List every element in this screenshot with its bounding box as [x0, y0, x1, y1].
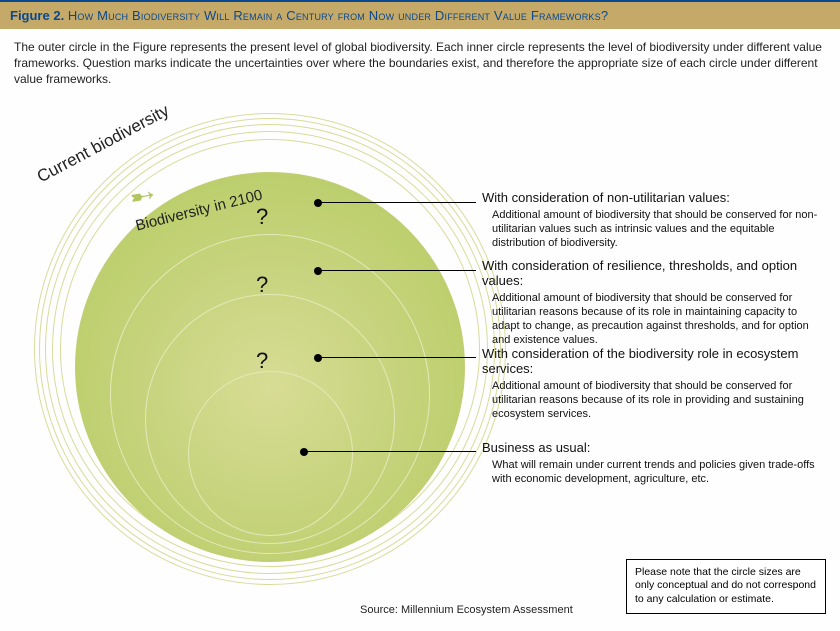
source-text: Source: Millennium Ecosystem Assessment — [360, 604, 573, 616]
question-mark: ? — [256, 348, 268, 374]
leader-line — [318, 270, 476, 271]
annotation-body: What will remain under current trends an… — [482, 458, 827, 487]
leader-dot — [314, 199, 322, 207]
diagram-area: Current biodiversity ➸ Biodiversity in 2… — [0, 94, 840, 624]
question-mark: ? — [256, 272, 268, 298]
annotation-heading: With consideration of the biodiversity r… — [482, 346, 827, 376]
note-box: Please note that the circle sizes are on… — [626, 559, 826, 614]
annotation-body: Additional amount of biodiversity that s… — [482, 208, 827, 251]
leader-dot — [300, 448, 308, 456]
leader-line — [318, 202, 476, 203]
leader-dot — [314, 267, 322, 275]
annotation-body: Additional amount of biodiversity that s… — [482, 291, 827, 348]
annotation: With consideration of non-utilitarian va… — [482, 190, 827, 251]
annotation-heading: Business as usual: — [482, 440, 827, 455]
annotation-heading: With consideration of non-utilitarian va… — [482, 190, 827, 205]
annotation: With consideration of resilience, thresh… — [482, 258, 827, 348]
annotation-body: Additional amount of biodiversity that s… — [482, 379, 827, 422]
question-mark: ? — [256, 204, 268, 230]
figure-title: How Much Biodiversity Will Remain a Cent… — [68, 8, 608, 23]
figure-label: Figure 2. — [10, 8, 64, 23]
figure-title-bar: Figure 2. How Much Biodiversity Will Rem… — [0, 0, 840, 29]
leader-line — [318, 357, 476, 358]
annotation-heading: With consideration of resilience, thresh… — [482, 258, 827, 288]
inner-ring — [188, 371, 353, 536]
leader-dot — [314, 354, 322, 362]
annotation: Business as usual: What will remain under… — [482, 440, 827, 487]
annotation: With consideration of the biodiversity r… — [482, 346, 827, 422]
leader-line — [304, 451, 476, 452]
